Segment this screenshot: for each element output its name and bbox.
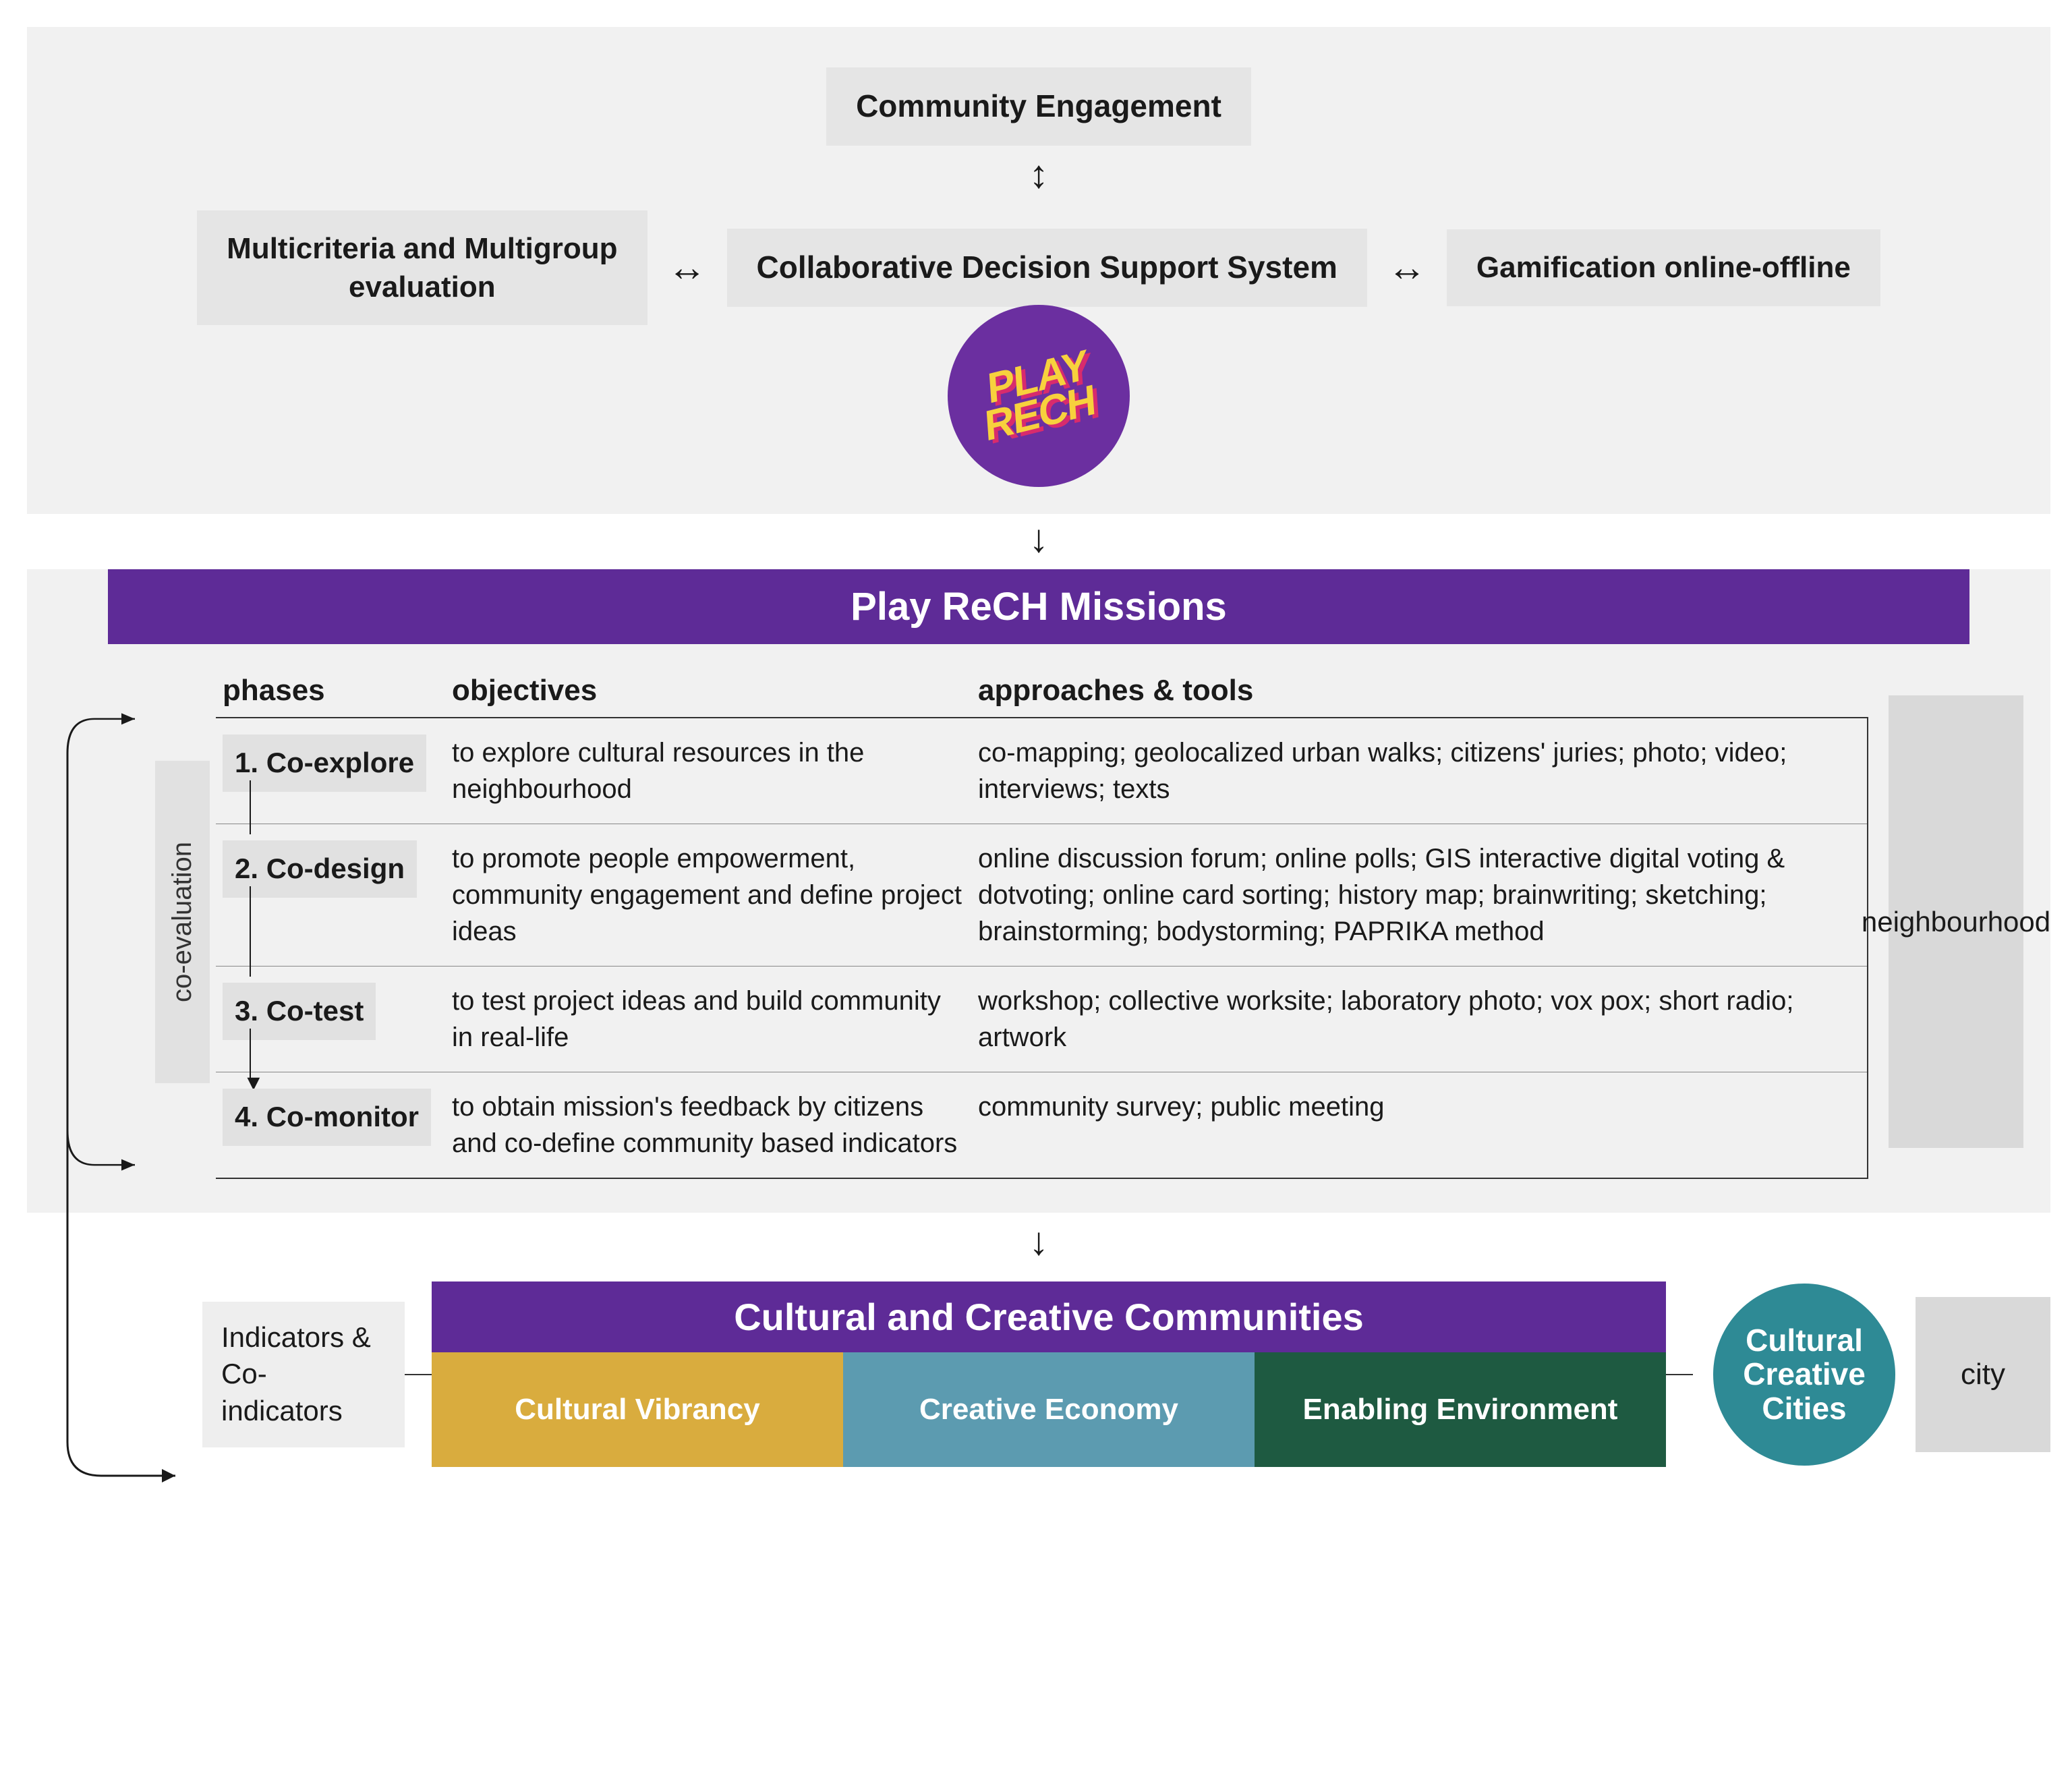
pillar-economy: Creative Economy [843, 1352, 1255, 1467]
objective-cell: to test project ideas and build communit… [438, 983, 965, 1056]
indicators-box: Indicators & Co-indicators [202, 1302, 405, 1447]
objective-cell: to promote people empowerment, community… [438, 840, 965, 950]
community-engagement-box: Community Engagement [826, 67, 1251, 146]
bottom-region: Indicators & Co-indicators Cultural and … [27, 1281, 2050, 1467]
missions-table: phases objectives approaches & tools 1. … [216, 664, 1868, 1179]
table-row: 3. Co-test▼to test project ideas and bui… [216, 967, 1867, 1072]
connector-line [1666, 1374, 1693, 1375]
pillar-environment: Enabling Environment [1255, 1352, 1666, 1467]
objective-cell: to obtain mission's feedback by citizens… [438, 1089, 965, 1161]
table-row: 2. Co-design to promote people empowermen… [216, 824, 1867, 967]
objective-cell: to explore cultural resources in the nei… [438, 734, 965, 807]
approaches-cell: community survey; public meeting [965, 1089, 1867, 1161]
diagram-root: Community Engagement ↕ Multicriteria and… [27, 27, 2050, 1467]
connector-line [405, 1374, 432, 1375]
phase-box: 2. Co-design [223, 840, 417, 898]
communities-banner: Cultural and Creative Communities [432, 1281, 1666, 1352]
phase-box: 1. Co-explore [223, 734, 426, 792]
city-box: city [1916, 1297, 2050, 1452]
header-objectives: objectives [438, 674, 965, 708]
play-rech-logo: PLAY RECH [948, 305, 1130, 487]
approaches-cell: co-mapping; geolocalized urban walks; ci… [965, 734, 1867, 807]
table-row: 1. Co-exploreto explore cultural resourc… [216, 718, 1867, 824]
missions-region: Play ReCH Missions co-evaluation phases … [27, 569, 2050, 1213]
bidir-arrow-icon: ↔ [668, 248, 707, 287]
missions-banner: Play ReCH Missions [108, 569, 1969, 644]
multicriteria-box: Multicriteria and Multigroup evaluation [197, 210, 647, 325]
approaches-cell: online discussion forum; online polls; G… [965, 840, 1867, 950]
header-phases: phases [216, 674, 438, 708]
bidir-arrow-icon: ↕ [1029, 155, 1049, 194]
pillar-vibrancy: Cultural Vibrancy [432, 1352, 843, 1467]
gamification-box: Gamification online-offline [1447, 229, 1880, 306]
top-region: Community Engagement ↕ Multicriteria and… [27, 27, 2050, 514]
neighbourhood-box: neighbourhood [1889, 695, 2023, 1148]
phase-box: 4. Co-monitor [223, 1089, 431, 1146]
approaches-cell: workshop; collective worksite; laborator… [965, 983, 1867, 1056]
phase-box: 3. Co-test [223, 983, 376, 1040]
indicators-loop-icon [27, 889, 189, 1091]
header-approaches: approaches & tools [965, 674, 1868, 708]
table-row: 4. Co-monitorto obtain mission's feedbac… [216, 1072, 1867, 1178]
down-arrow-icon: ↓ [1029, 519, 1049, 558]
bidir-arrow-icon: ↔ [1387, 248, 1427, 287]
cultural-creative-cities-circle: Cultural Creative Cities [1713, 1284, 1895, 1466]
cdss-box: Collaborative Decision Support System [727, 229, 1367, 307]
down-arrow-icon: ↓ [1029, 1222, 1049, 1261]
